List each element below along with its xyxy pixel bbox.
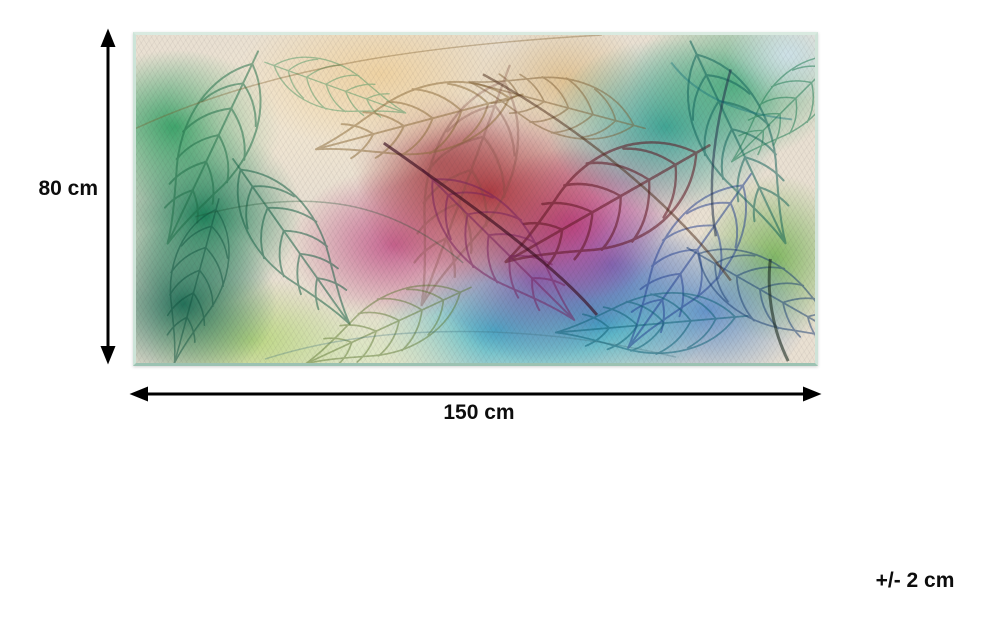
height-dimension-label: 80 cm <box>38 177 98 200</box>
width-dimension-arrow <box>129 386 822 402</box>
product-image-rug <box>133 32 818 366</box>
width-dimension-label: 150 cm <box>443 401 515 424</box>
rug-leaf-veins <box>136 35 815 363</box>
height-dimension-arrow <box>100 28 116 365</box>
tolerance-label: +/- 2 cm <box>875 569 955 592</box>
